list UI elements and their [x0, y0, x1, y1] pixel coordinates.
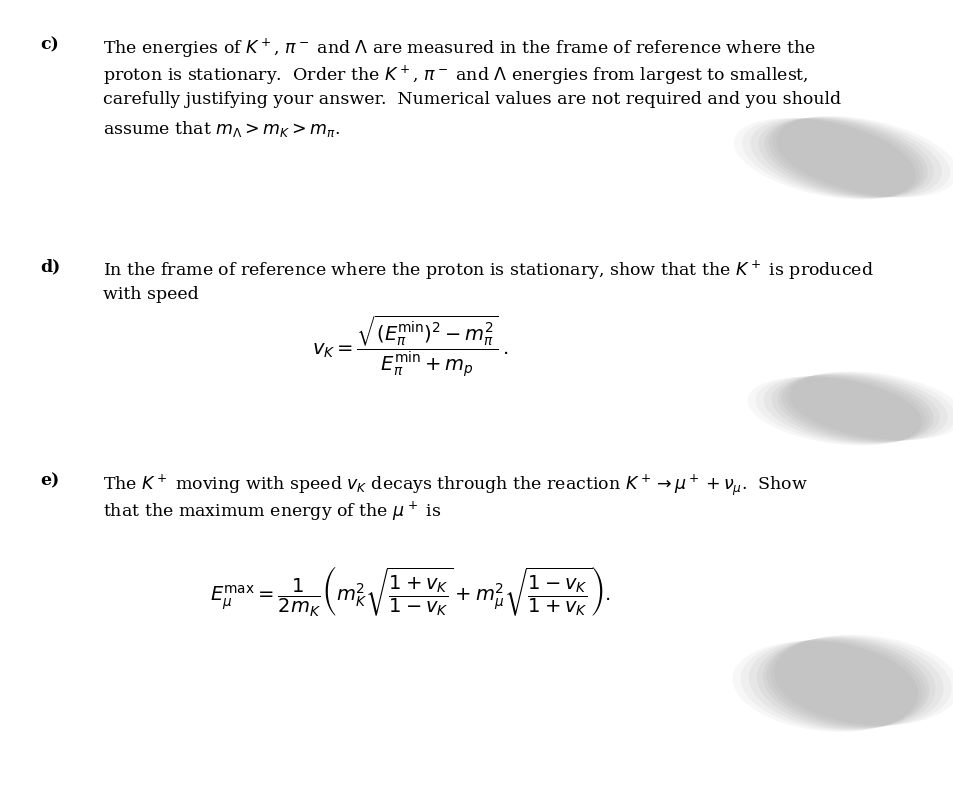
Ellipse shape: [740, 640, 921, 731]
Ellipse shape: [732, 641, 917, 732]
Ellipse shape: [773, 634, 953, 726]
Ellipse shape: [767, 117, 941, 197]
Ellipse shape: [776, 116, 953, 197]
Ellipse shape: [741, 118, 919, 199]
Text: assume that $m_{\Lambda} > m_K > m_{\pi}$.: assume that $m_{\Lambda} > m_K > m_{\pi}…: [103, 119, 340, 139]
Ellipse shape: [771, 375, 933, 443]
Ellipse shape: [755, 376, 924, 444]
Ellipse shape: [747, 377, 921, 445]
Text: $E^{\mathrm{max}}_{\mu} = \dfrac{1}{2m_K}\left(m_K^2\sqrt{\dfrac{1+v_K}{1-v_K}} : $E^{\mathrm{max}}_{\mu} = \dfrac{1}{2m_K…: [210, 565, 610, 618]
Text: The energies of $K^+$, $\pi^-$ and $\Lambda$ are measured in the frame of refere: The energies of $K^+$, $\pi^-$ and $\Lam…: [103, 36, 815, 60]
Text: that the maximum energy of the $\mu^+$ is: that the maximum energy of the $\mu^+$ i…: [103, 500, 441, 524]
Ellipse shape: [781, 373, 946, 441]
Ellipse shape: [769, 636, 950, 726]
Ellipse shape: [772, 116, 949, 197]
Ellipse shape: [788, 372, 953, 440]
Text: carefully justifying your answer.  Numerical values are not required and you sho: carefully justifying your answer. Numeri…: [103, 91, 841, 108]
Ellipse shape: [748, 639, 924, 730]
Text: proton is stationary.  Order the $K^+$, $\pi^-$ and $\Lambda$ energies from larg: proton is stationary. Order the $K^+$, $…: [103, 64, 808, 87]
Ellipse shape: [756, 638, 928, 729]
Text: The $K^+$ moving with speed $v_K$ decays through the reaction $K^+ \to \mu^+ + \: The $K^+$ moving with speed $v_K$ decays…: [103, 473, 807, 499]
Ellipse shape: [784, 372, 953, 441]
Text: e): e): [40, 473, 59, 490]
Ellipse shape: [762, 376, 929, 444]
Text: In the frame of reference where the proton is stationary, show that the $K^+$ is: In the frame of reference where the prot…: [103, 259, 873, 282]
Text: d): d): [40, 259, 60, 276]
Ellipse shape: [758, 118, 926, 198]
Ellipse shape: [765, 637, 943, 727]
Ellipse shape: [749, 118, 923, 198]
Text: c): c): [40, 36, 59, 53]
Ellipse shape: [733, 118, 915, 200]
Ellipse shape: [763, 118, 933, 197]
Ellipse shape: [761, 638, 935, 728]
Text: $v_K = \dfrac{\sqrt{(E^{\mathrm{min}}_{\pi})^2 - m^2_{\pi}}}{E^{\mathrm{min}}_{\: $v_K = \dfrac{\sqrt{(E^{\mathrm{min}}_{\…: [312, 313, 508, 379]
Text: with speed: with speed: [103, 286, 198, 303]
Ellipse shape: [777, 374, 939, 442]
